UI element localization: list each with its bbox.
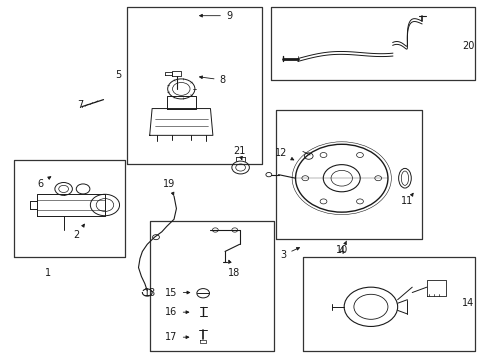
- Text: 8: 8: [199, 75, 225, 85]
- Text: 11: 11: [401, 193, 413, 206]
- Text: 9: 9: [199, 11, 231, 21]
- Text: 18: 18: [227, 260, 240, 278]
- Text: 2: 2: [74, 224, 84, 240]
- Text: 6: 6: [37, 177, 51, 189]
- Text: 19: 19: [163, 179, 175, 195]
- Text: 21: 21: [233, 147, 245, 159]
- Text: 13: 13: [143, 288, 156, 297]
- Text: 1: 1: [44, 268, 51, 278]
- Text: 4: 4: [338, 241, 346, 256]
- Text: 20: 20: [461, 41, 473, 51]
- Text: 17: 17: [165, 332, 188, 342]
- Text: 14: 14: [461, 298, 473, 308]
- Text: 12: 12: [274, 148, 293, 160]
- Text: 15: 15: [165, 288, 189, 297]
- Text: 10: 10: [335, 245, 347, 255]
- Text: 5: 5: [115, 69, 121, 80]
- Text: 16: 16: [165, 307, 188, 317]
- Text: 7: 7: [77, 100, 83, 110]
- Text: 3: 3: [280, 248, 299, 260]
